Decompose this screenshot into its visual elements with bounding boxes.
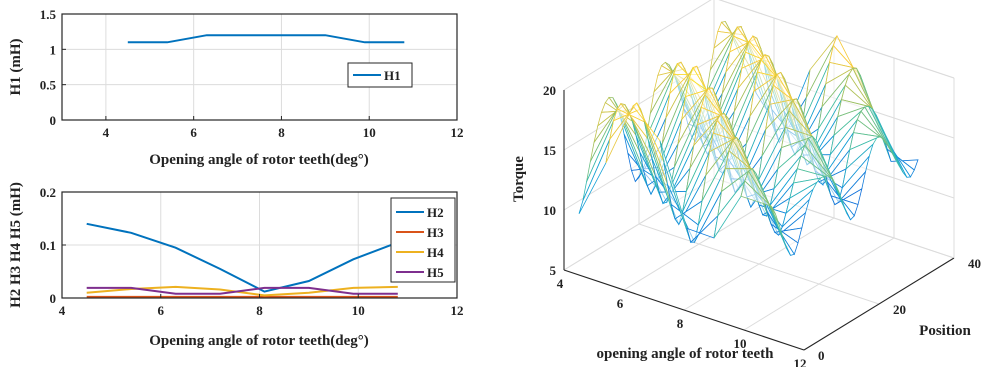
chart-h2-h5-legend: H2 H3 H4 H5 — [390, 197, 456, 283]
x-tick-label: 10 — [363, 125, 376, 140]
chart-h2-h5-lines — [86, 222, 399, 298]
series-line-h5 — [86, 286, 398, 295]
series-line-h1 — [127, 34, 405, 44]
x-tick-label: 4 — [59, 303, 66, 318]
floor-grid — [638, 223, 880, 305]
chart-h2-h5-xlabel: Opening angle of rotor teeth(deg°) — [149, 333, 369, 349]
chart-h2-h5: 4 6 8 10 12 0 0.1 0.2 Opening angle of rotor te… — [8, 182, 464, 349]
x-tick-label: 10 — [352, 303, 365, 318]
legend-label-h3: H3 — [427, 225, 444, 240]
legend-label-h2: H2 — [427, 205, 444, 220]
box-edge — [718, 0, 955, 79]
x-tick-label: 6 — [190, 125, 197, 140]
x-axis-line — [563, 269, 805, 351]
surface-x-tick-label: 12 — [794, 356, 807, 367]
series-line-h2 — [86, 222, 399, 293]
surface-ylabel: Position — [919, 323, 971, 339]
surface-y-tick-label: 0 — [818, 348, 825, 363]
surface-x-tick-label: 4 — [557, 276, 564, 291]
chart-h1-frame — [61, 13, 458, 121]
surface-z-tick-label: 10 — [543, 203, 556, 218]
chart-h2-h5-ylabel: H2 H3 H4 H5 (mH) — [8, 182, 24, 308]
y-tick-label: 0.1 — [40, 238, 56, 253]
surface-z-tick-label: 15 — [543, 143, 557, 158]
chart-h1-lines — [127, 34, 405, 44]
x-tick-label: 4 — [103, 125, 110, 140]
surface-face — [740, 180, 773, 208]
surface-x-tick-label: 6 — [617, 296, 624, 311]
surface-z-tick-label: 20 — [543, 83, 556, 98]
y-tick-label: 0 — [50, 291, 57, 306]
chart-torque-surface: 4 6 8 10 12 0 20 40 5 10 15 20 opening angle of rot… — [511, 0, 981, 367]
surface-zlabel: Torque — [511, 156, 527, 202]
x-tick-label: 12 — [451, 125, 464, 140]
chart-h2-h5-ticks: 4 6 8 10 12 0 0.1 0.2 — [40, 185, 464, 318]
y-tick-label: 0.5 — [40, 78, 57, 93]
surface-x-tick-label: 10 — [734, 336, 747, 351]
surface-y-tick-label: 20 — [893, 302, 906, 317]
legend-label-h4: H4 — [427, 245, 444, 260]
y-axis-line — [803, 257, 955, 351]
surface-z-tick-label: 5 — [550, 263, 557, 278]
chart-h1-ticks: 4 6 8 10 12 0 0.5 1 1.5 — [40, 7, 464, 140]
legend-label-h1: H1 — [384, 68, 401, 83]
x-tick-label: 6 — [158, 303, 165, 318]
x-tick-label: 12 — [451, 303, 464, 318]
y-tick-label: 0 — [50, 113, 57, 128]
chart-h1-ylabel: H1 (mH) — [8, 38, 24, 95]
x-tick-label: 8 — [278, 125, 285, 140]
y-tick-label: 0.2 — [40, 185, 56, 200]
surface-ticks: 4 6 8 10 12 0 20 40 5 10 15 20 — [543, 83, 981, 367]
chart-h1-xlabel: Opening angle of rotor teeth(deg°) — [149, 152, 369, 168]
legend-label-h5: H5 — [427, 265, 444, 280]
surface-x-tick-label: 8 — [677, 316, 684, 331]
surface-y-tick-label: 40 — [968, 256, 981, 271]
y-tick-label: 1.5 — [40, 7, 57, 22]
y-tick-label: 1 — [50, 42, 57, 57]
x-tick-label: 8 — [256, 303, 263, 318]
chart-h1: 4 6 8 10 12 0 0.5 1 1.5 Opening angle of rotor t… — [8, 7, 464, 168]
chart-h1-legend: H1 — [347, 62, 413, 88]
surface-mesh — [578, 21, 919, 256]
surface-xlabel: opening angle of rotor teeth — [597, 346, 775, 362]
